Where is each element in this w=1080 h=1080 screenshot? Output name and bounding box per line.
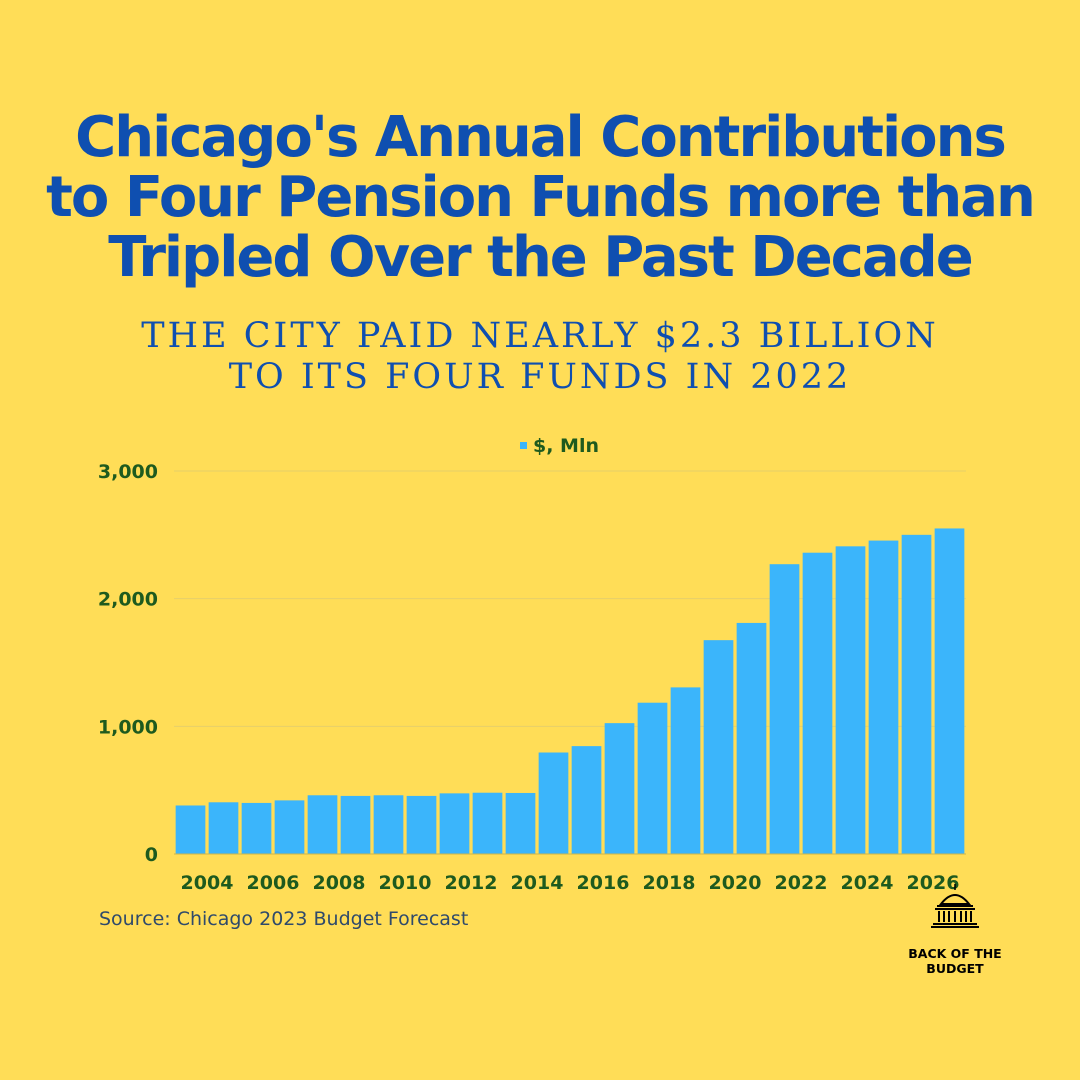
title-line: to Four Pension Funds more than — [46, 165, 1036, 230]
bar — [769, 564, 800, 854]
bar — [505, 792, 536, 854]
bar — [802, 552, 833, 854]
subtitle-line: THE CITY PAID NEARLY $2.3 BILLION — [141, 316, 939, 356]
y-tick-label: 1,000 — [98, 716, 158, 738]
chart-subtitle: THE CITY PAID NEARLY $2.3 BILLION TO ITS… — [40, 316, 1040, 398]
bar-chart: 0 1,000 2,000 3,000 2004 2006 2008 2010 2012 2014… — [98, 435, 966, 894]
bar — [406, 795, 437, 854]
x-tick-label: 2006 — [247, 872, 300, 894]
bar — [736, 622, 767, 854]
y-tick-label: 0 — [145, 844, 158, 866]
bar — [604, 723, 635, 854]
x-tick-label: 2024 — [841, 872, 894, 894]
bar — [901, 534, 932, 854]
subtitle-line: TO ITS FOUR FUNDS IN 2022 — [228, 357, 852, 397]
bar — [571, 746, 602, 854]
bar — [373, 795, 404, 854]
bar — [934, 528, 965, 854]
x-tick-label: 2008 — [313, 872, 366, 894]
x-tick-label: 2004 — [181, 872, 234, 894]
x-tick-label: 2010 — [379, 872, 432, 894]
bar — [637, 702, 668, 854]
y-tick-label: 2,000 — [98, 589, 158, 611]
bar — [340, 795, 371, 854]
logo-line: BUDGET — [926, 961, 984, 976]
chart-title: Chicago's Annual Contributions to Four P… — [40, 108, 1040, 288]
source-note: Source: Chicago 2023 Budget Forecast — [99, 908, 469, 930]
bar — [670, 687, 701, 854]
legend-swatch — [520, 442, 527, 449]
bar — [472, 792, 503, 854]
x-tick-label: 2020 — [709, 872, 762, 894]
bar — [208, 802, 239, 854]
x-tick-label: 2022 — [775, 872, 828, 894]
bar — [175, 805, 206, 854]
logo-text: BACK OF THE BUDGET — [905, 946, 1005, 976]
bar — [274, 800, 305, 854]
x-tick-label: 2012 — [445, 872, 498, 894]
capitol-dome-icon — [931, 884, 979, 928]
bar — [307, 795, 338, 854]
x-tick-label: 2018 — [643, 872, 696, 894]
x-tick-label: 2026 — [907, 872, 960, 894]
title-line: Tripled Over the Past Decade — [108, 225, 973, 290]
bar — [241, 802, 272, 854]
bar — [868, 540, 899, 854]
x-tick-label: 2014 — [511, 872, 564, 894]
back-of-the-budget-logo: BACK OF THE BUDGET — [905, 882, 1005, 976]
y-tick-label: 3,000 — [98, 461, 158, 483]
bar — [703, 640, 734, 854]
bar — [439, 793, 470, 854]
bar — [538, 752, 569, 854]
logo-line: BACK OF THE — [908, 946, 1002, 961]
bar — [835, 546, 866, 854]
legend-label: $, Mln — [533, 435, 599, 457]
x-tick-label: 2016 — [577, 872, 630, 894]
title-line: Chicago's Annual Contributions — [75, 105, 1007, 170]
